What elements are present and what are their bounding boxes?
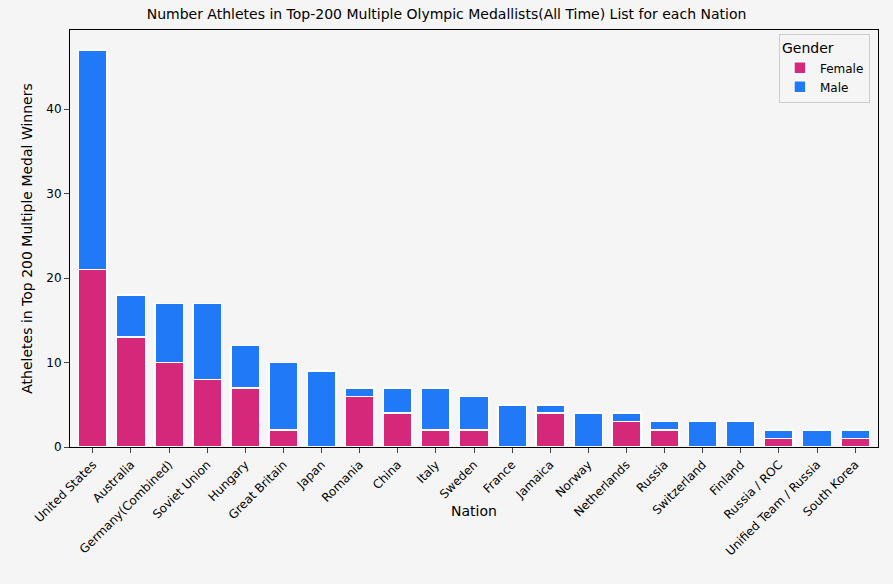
svg-text:Sweden: Sweden — [437, 458, 480, 501]
svg-text:20: 20 — [46, 271, 61, 285]
svg-text:Nation: Nation — [451, 503, 497, 519]
svg-text:Male: Male — [820, 81, 848, 95]
svg-text:Atheletes in Top 200 Multiple: Atheletes in Top 200 Multiple Medal Winn… — [19, 83, 35, 394]
svg-text:0: 0 — [54, 440, 62, 454]
svg-text:Unified Team / Russia: Unified Team / Russia — [723, 458, 823, 558]
svg-text:Great Britain: Great Britain — [226, 458, 290, 522]
svg-text:Australia: Australia — [90, 458, 137, 505]
svg-text:Netherlands: Netherlands — [571, 458, 633, 520]
svg-text:United States: United States — [32, 458, 99, 525]
svg-text:Russia / ROC: Russia / ROC — [721, 458, 785, 522]
svg-text:Romania: Romania — [319, 458, 366, 505]
svg-text:Jamaica: Jamaica — [513, 458, 557, 502]
svg-text:South Korea: South Korea — [800, 458, 861, 519]
svg-text:Female: Female — [820, 62, 863, 76]
svg-text:40: 40 — [46, 102, 61, 116]
svg-text:China: China — [370, 458, 404, 492]
svg-text:Number Athletes in Top-200 Mul: Number Athletes in Top-200 Multiple Olym… — [147, 6, 747, 22]
svg-text:Russia: Russia — [634, 458, 671, 495]
svg-text:Hungary: Hungary — [206, 458, 252, 504]
svg-text:Finland: Finland — [707, 458, 747, 498]
svg-text:Italy: Italy — [414, 458, 442, 486]
svg-text:Gender: Gender — [782, 40, 834, 56]
svg-text:Japan: Japan — [294, 458, 328, 492]
svg-text:10: 10 — [46, 356, 61, 370]
svg-text:Norway: Norway — [553, 458, 595, 500]
svg-text:Switzerland: Switzerland — [650, 458, 709, 517]
svg-text:France: France — [480, 458, 518, 496]
svg-text:Germany(Combined): Germany(Combined) — [77, 458, 176, 557]
svg-text:Soviet Union: Soviet Union — [150, 458, 214, 522]
svg-text:30: 30 — [46, 187, 61, 201]
